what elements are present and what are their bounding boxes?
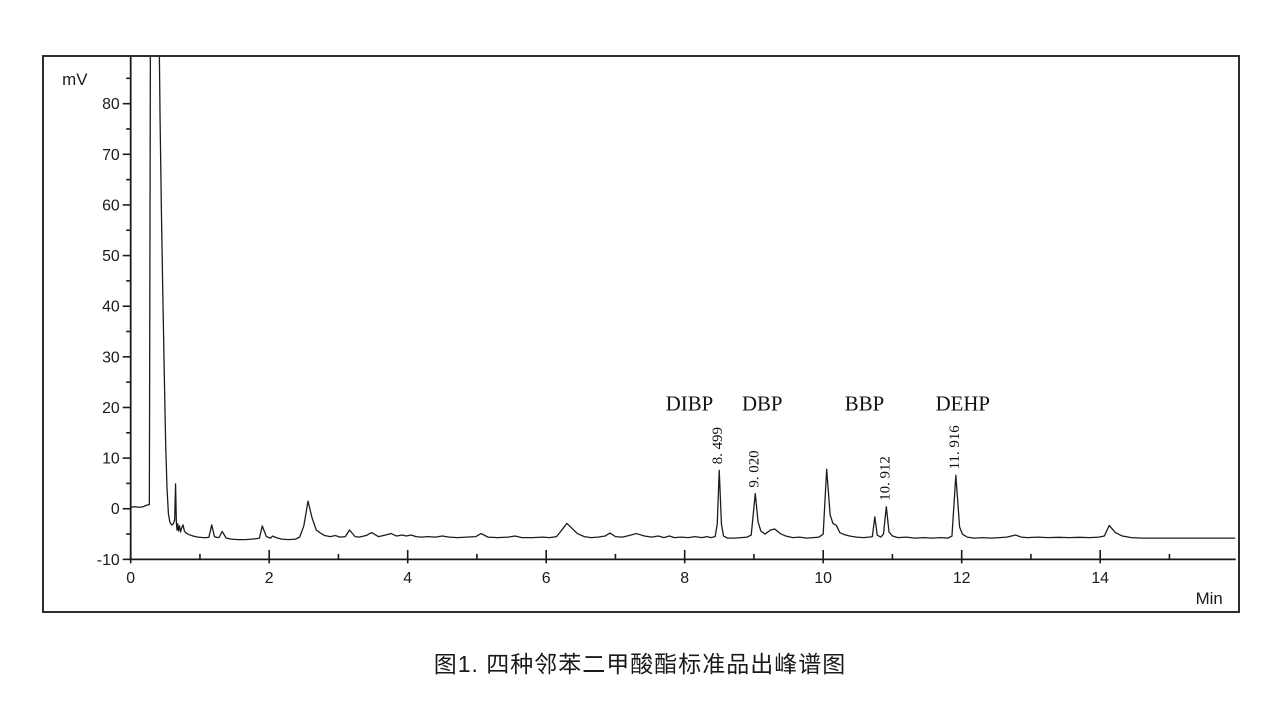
y-tick-label--10: -10: [97, 552, 120, 569]
x-tick-label-14: 14: [1091, 570, 1109, 587]
x-tick-label-10: 10: [814, 570, 832, 587]
y-tick-label-70: 70: [102, 147, 120, 164]
peak-label-DEHP: DEHP: [936, 391, 990, 415]
y-tick-label-30: 30: [102, 349, 120, 366]
y-axis-ticks: -10 0 10 20 30 40 50 60 70 80: [97, 77, 131, 569]
x-tick-label-0: 0: [126, 570, 135, 587]
retention-time-label-DEHP: 11. 916: [947, 425, 963, 469]
x-tick-label-2: 2: [265, 570, 274, 587]
peak-label-BBP: BBP: [845, 391, 884, 415]
y-tick-label-60: 60: [102, 197, 120, 214]
x-tick-label-4: 4: [403, 570, 412, 587]
peak-label-DIBP: DIBP: [666, 391, 713, 415]
x-tick-label-12: 12: [953, 570, 971, 587]
y-tick-label-0: 0: [111, 501, 120, 518]
retention-time-label-DIBP: 8. 499: [710, 427, 726, 464]
y-tick-label-50: 50: [102, 248, 120, 265]
axes: [129, 57, 1236, 561]
retention-time-label-BBP: 10. 912: [877, 456, 893, 501]
x-axis-unit: Min: [1196, 589, 1223, 608]
chromatogram-panel: -10 0 10 20 30 40 50 60 70 80 0 2 4 6 8 10 12 14 DIBP 8. …: [42, 55, 1240, 613]
chromatogram-trace: [130, 57, 1236, 541]
peak-labels: DIBP 8. 499 DBP 9. 020 BBP 10. 912 DEHP 11. 916: [666, 391, 990, 500]
retention-time-label-DBP: 9. 020: [746, 450, 762, 487]
y-tick-label-20: 20: [102, 400, 120, 417]
chromatogram-plot: -10 0 10 20 30 40 50 60 70 80 0 2 4 6 8 10 12 14 DIBP 8. …: [62, 57, 1236, 608]
figure-caption: 图1. 四种邻苯二甲酸酯标准品出峰谱图: [433, 651, 847, 677]
y-tick-label-40: 40: [102, 299, 120, 316]
y-tick-label-80: 80: [102, 96, 120, 113]
x-tick-label-8: 8: [680, 570, 689, 587]
x-tick-label-6: 6: [542, 570, 551, 587]
y-axis-unit: mV: [62, 70, 88, 89]
x-axis-ticks: 0 2 4 6 8 10 12 14: [126, 549, 1171, 587]
y-tick-label-10: 10: [102, 451, 120, 468]
peak-label-DBP: DBP: [742, 391, 783, 415]
